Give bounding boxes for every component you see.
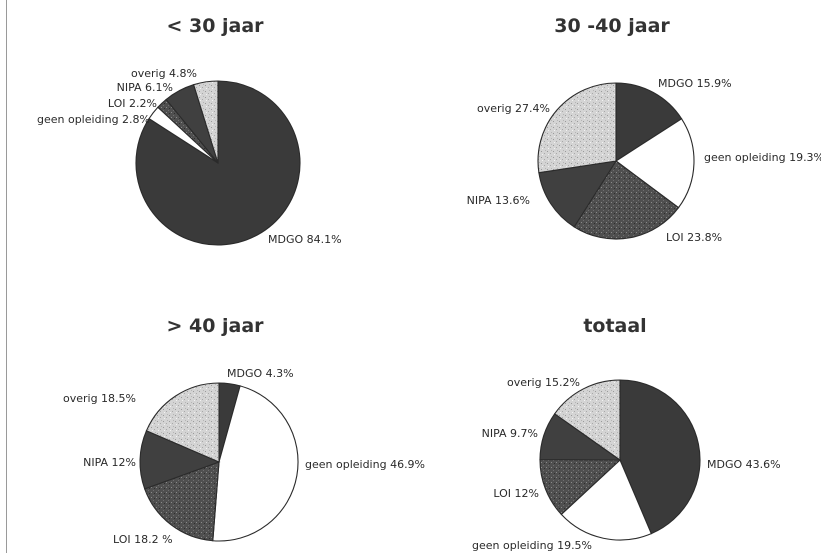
pie-chart-30-40: 30 -40 jaar MDGO 15.9% geen opleiding 19.3…	[467, 15, 821, 244]
pie-slice-totaal-loi	[539, 458, 622, 516]
pie-chart-under-30: < 30 jaar MDGO 84.1% geen opleiding 2.8% LO…	[37, 15, 342, 246]
page-left-rule	[6, 0, 7, 553]
chart-title-under-30: < 30 jaar	[166, 15, 264, 37]
slice-label-30-40-overig: overig 27.4%	[477, 102, 550, 115]
slice-label-under-30-nipa: NIPA 6.1%	[117, 81, 173, 94]
chart-title-30-40: 30 -40 jaar	[554, 15, 670, 37]
slice-label-under-30-geen-opleiding: geen opleiding 2.8%	[37, 113, 150, 126]
slice-label-over-40-loi: LOI 18.2 %	[113, 533, 173, 546]
pie-slice-30-40-mdgo	[615, 82, 683, 163]
slice-label-under-30-overig: overig 4.8%	[131, 67, 197, 80]
pie-slice-totaal-mdgo	[619, 379, 701, 535]
slice-label-30-40-loi: LOI 23.8%	[666, 231, 722, 244]
slice-label-over-40-overig: overig 18.5%	[63, 392, 136, 405]
pie-slice-totaal-geen-opleiding	[560, 459, 653, 541]
slice-label-over-40-mdgo: MDGO 4.3%	[227, 367, 294, 380]
pie-slice-over-40-loi	[144, 461, 220, 542]
pie-slice-30-40-nipa	[538, 160, 618, 228]
slice-label-under-30-mdgo: MDGO 84.1%	[268, 233, 342, 246]
pie-slice-30-40-geen-opleiding	[615, 118, 695, 209]
chart-title-totaal: totaal	[583, 315, 646, 337]
pie-chart-over-40: > 40 jaar MDGO 4.3% geen opleiding 46.9% LO…	[63, 315, 425, 546]
slice-label-30-40-nipa: NIPA 13.6%	[467, 194, 530, 207]
slice-label-totaal-loi: LOI 12%	[493, 487, 539, 500]
slice-label-totaal-nipa: NIPA 9.7%	[482, 427, 538, 440]
slice-label-totaal-geen-opleiding: geen opleiding 19.5%	[472, 539, 592, 552]
pie-slice-over-40-geen-opleiding	[212, 385, 299, 542]
pie-slice-totaal-overig	[553, 379, 621, 462]
pie-slice-under-30-overig	[192, 80, 219, 164]
slice-label-totaal-overig: overig 15.2%	[507, 376, 580, 389]
slice-label-under-30-loi: LOI 2.2%	[108, 97, 157, 110]
slice-label-over-40-geen-opleiding: geen opleiding 46.9%	[305, 458, 425, 471]
charts-root: < 30 jaar MDGO 84.1% geen opleiding 2.8% LO…	[37, 15, 821, 552]
pie-chart-totaal: totaal MDGO 43.6% geen opleiding 19.5% LOI …	[472, 315, 781, 552]
slice-label-30-40-mdgo: MDGO 15.9%	[658, 77, 732, 90]
pie-slice-over-40-overig	[145, 382, 220, 463]
pie-slice-over-40-nipa	[139, 429, 221, 490]
slice-label-totaal-mdgo: MDGO 43.6%	[707, 458, 781, 471]
chart-title-over-40: > 40 jaar	[166, 315, 264, 337]
slice-label-30-40-geen-opleiding: geen opleiding 19.3%	[704, 151, 821, 164]
slice-label-over-40-nipa: NIPA 12%	[83, 456, 136, 469]
pie-slice-30-40-loi	[573, 160, 680, 240]
pie-slice-30-40-overig	[537, 82, 617, 174]
